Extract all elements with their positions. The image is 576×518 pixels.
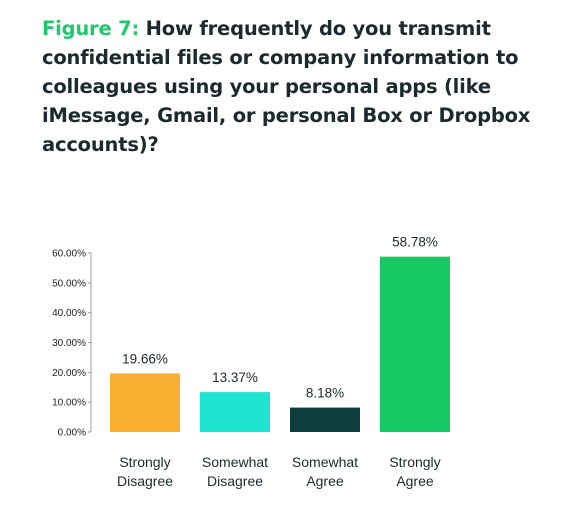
y-tick-label: 0.00% bbox=[58, 428, 86, 439]
data-label: 58.78% bbox=[392, 235, 438, 250]
category-label: Somewhat bbox=[292, 454, 358, 470]
category-label: Disagree bbox=[117, 473, 173, 489]
category-label: Disagree bbox=[207, 473, 263, 489]
category-label: Strongly bbox=[389, 454, 440, 470]
bar bbox=[290, 407, 360, 432]
figure-label: Figure 7: bbox=[42, 17, 140, 40]
category-label: Agree bbox=[396, 473, 434, 489]
y-tick-label: 10.00% bbox=[52, 398, 86, 409]
bar bbox=[380, 256, 450, 432]
category-label: Agree bbox=[306, 473, 344, 489]
y-tick-label: 20.00% bbox=[52, 368, 86, 379]
data-label: 8.18% bbox=[306, 386, 344, 401]
y-tick-label: 50.00% bbox=[52, 278, 86, 289]
category-label: Strongly bbox=[119, 454, 170, 470]
y-tick-label: 30.00% bbox=[52, 338, 86, 349]
data-label: 13.37% bbox=[212, 370, 258, 385]
y-tick-label: 40.00% bbox=[52, 308, 86, 319]
bar bbox=[110, 373, 180, 432]
bar bbox=[200, 392, 270, 432]
category-label: Somewhat bbox=[202, 454, 268, 470]
chart-title: Figure 7: How frequently do you transmit… bbox=[42, 14, 562, 159]
chart-title-text: How frequently do you transmit confident… bbox=[42, 17, 531, 156]
y-tick-label: 60.00% bbox=[52, 249, 86, 260]
data-label: 19.66% bbox=[122, 351, 168, 366]
